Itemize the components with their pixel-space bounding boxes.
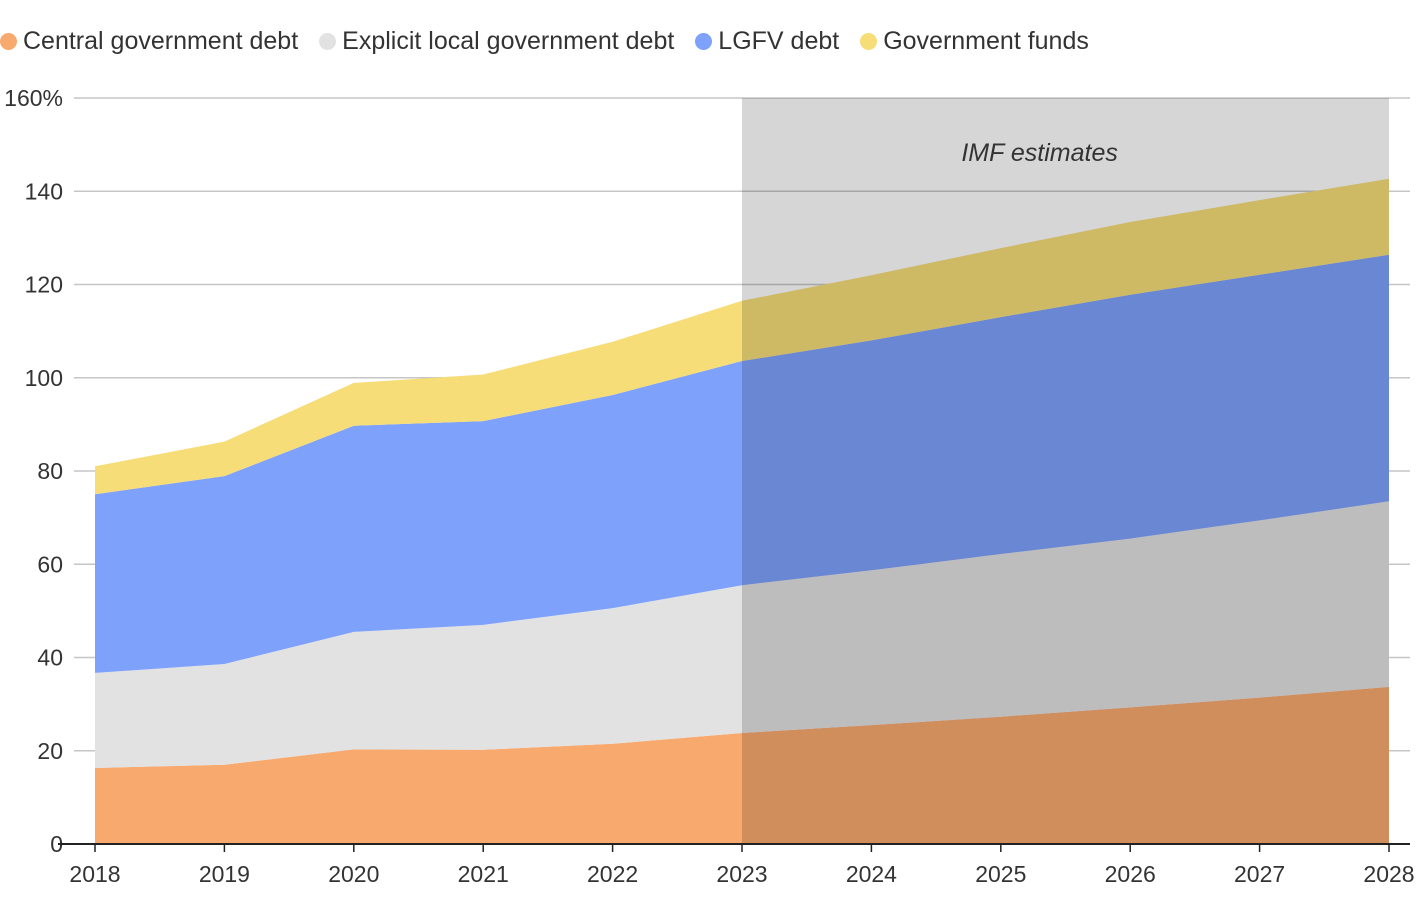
x-tick-label: 2023: [716, 861, 767, 887]
y-tick-label: 60: [37, 551, 63, 577]
legend-item-government-funds[interactable]: Government funds: [860, 27, 1089, 56]
y-tick-label: 80: [37, 458, 63, 484]
legend-swatch-government-funds: [860, 32, 878, 50]
y-tick-label: 140: [25, 178, 63, 204]
legend-label-government-funds: Government funds: [883, 26, 1089, 55]
y-tick-label: 100: [25, 365, 63, 391]
y-tick-label: 160%: [4, 85, 63, 111]
legend-item-central-government-debt[interactable]: Central government debt: [0, 27, 298, 56]
x-tick-label: 2028: [1363, 861, 1414, 887]
point-government-funds-2021[interactable]: [481, 372, 486, 377]
projection-label: IMF estimates: [961, 139, 1118, 167]
y-tick-label: 20: [37, 738, 63, 764]
point-government-funds-2018[interactable]: [93, 464, 98, 469]
legend-swatch-central-government-debt: [0, 32, 17, 50]
x-tick-label: 2020: [328, 861, 379, 887]
point-government-funds-2019[interactable]: [222, 439, 227, 444]
x-tick-label: 2024: [846, 861, 897, 887]
point-government-funds-2020[interactable]: [351, 380, 356, 385]
x-tick-label: 2027: [1234, 861, 1285, 887]
legend-label-central-government-debt: Central government debt: [23, 26, 299, 55]
legend: Central government debt Explicit local g…: [0, 24, 1110, 58]
axes: 0 20 40 60 80 100 120 140 160% 2018 2019 2020 2021 20…: [4, 85, 1414, 887]
legend-swatch-explicit-local-government-debt: [319, 32, 337, 50]
y-tick-label: 40: [37, 645, 63, 671]
legend-label-lgfv-debt: LGFV debt: [718, 26, 840, 55]
legend-label-explicit-local-government-debt: Explicit local government debt: [342, 26, 675, 55]
point-government-funds-2022[interactable]: [610, 339, 615, 344]
y-tick-label: 120: [25, 272, 63, 298]
x-tick-label: 2021: [458, 861, 509, 887]
x-tick-label: 2018: [69, 861, 120, 887]
legend-swatch-lgfv-debt: [695, 32, 713, 50]
y-tick-label: 0: [50, 831, 63, 857]
x-tick-label: 2026: [1105, 861, 1156, 887]
x-tick-label: 2025: [975, 861, 1026, 887]
legend-item-explicit-local-government-debt[interactable]: Explicit local government debt: [319, 27, 674, 56]
x-tick-label: 2022: [587, 861, 638, 887]
projection-region: IMF estimates: [742, 98, 1389, 844]
projection-shade: [742, 98, 1389, 844]
legend-item-lgfv-debt[interactable]: LGFV debt: [695, 27, 839, 56]
x-tick-label: 2019: [199, 861, 250, 887]
